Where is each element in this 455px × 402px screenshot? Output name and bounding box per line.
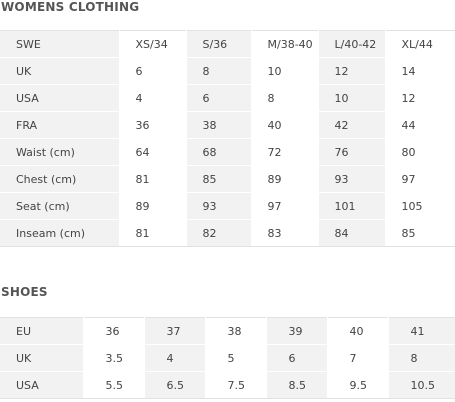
womens-size-cell: 101 <box>318 193 385 220</box>
womens-size-cell: 76 <box>318 139 385 166</box>
womens-size-cell: 72 <box>251 139 318 166</box>
womens-size-row: UK 6 8 10 12 14 <box>0 58 455 85</box>
womens-size-row-label: FRA <box>0 112 119 139</box>
womens-size-cell: 10 <box>251 58 318 85</box>
womens-size-row-label: Seat (cm) <box>0 193 119 220</box>
shoe-size-cell: 7 <box>327 345 388 372</box>
womens-size-cell: 40 <box>251 112 318 139</box>
womens-clothing-title: WOMENS CLOTHING <box>1 0 139 14</box>
womens-size-cell: 93 <box>186 193 251 220</box>
shoes-size-table: EU 36 37 38 39 40 41 UK 3.5 4 5 6 7 8 USA 5.5 6.5 7.5 8.5 9… <box>0 317 455 399</box>
womens-size-row: FRA 36 38 40 42 44 <box>0 112 455 139</box>
shoe-size-cell: 8 <box>388 345 455 372</box>
womens-size-cell: 6 <box>119 58 186 85</box>
shoe-size-row: UK 3.5 4 5 6 7 8 <box>0 345 455 372</box>
shoe-size-row: EU 36 37 38 39 40 41 <box>0 318 455 345</box>
womens-size-cell: 84 <box>318 220 385 247</box>
womens-size-cell: 12 <box>385 85 455 112</box>
womens-size-row: SWE XS/34 S/36 M/38-40 L/40-42 XL/44 <box>0 31 455 58</box>
womens-size-cell: 81 <box>119 166 186 193</box>
womens-size-cell: 36 <box>119 112 186 139</box>
shoe-size-cell: 6 <box>266 345 327 372</box>
womens-size-cell: S/36 <box>186 31 251 58</box>
womens-size-cell: 10 <box>318 85 385 112</box>
shoe-size-cell: 37 <box>144 318 205 345</box>
shoe-size-cell: 4 <box>144 345 205 372</box>
shoes-title: SHOES <box>1 285 48 299</box>
shoe-size-cell: 39 <box>266 318 327 345</box>
womens-clothing-size-table: SWE XS/34 S/36 M/38-40 L/40-42 XL/44 UK 6 8 10 12 1… <box>0 30 455 247</box>
womens-size-cell: 14 <box>385 58 455 85</box>
womens-size-cell: 8 <box>251 85 318 112</box>
womens-size-cell: 105 <box>385 193 455 220</box>
womens-size-cell: 80 <box>385 139 455 166</box>
shoe-size-row-label: EU <box>0 318 83 345</box>
womens-size-cell: 93 <box>318 166 385 193</box>
shoe-size-row-label: UK <box>0 345 83 372</box>
womens-size-cell: M/38-40 <box>251 31 318 58</box>
shoe-size-cell: 7.5 <box>205 372 266 399</box>
womens-size-row-label: USA <box>0 85 119 112</box>
womens-size-row-label: Inseam (cm) <box>0 220 119 247</box>
womens-size-row: USA 4 6 8 10 12 <box>0 85 455 112</box>
shoe-size-cell: 36 <box>83 318 144 345</box>
womens-size-cell: 85 <box>385 220 455 247</box>
shoe-size-cell: 5.5 <box>83 372 144 399</box>
shoe-size-cell: 9.5 <box>327 372 388 399</box>
womens-size-row: Inseam (cm) 81 82 83 84 85 <box>0 220 455 247</box>
womens-size-row: Seat (cm) 89 93 97 101 105 <box>0 193 455 220</box>
shoe-size-cell: 38 <box>205 318 266 345</box>
womens-size-cell: 97 <box>251 193 318 220</box>
womens-size-row-label: SWE <box>0 31 119 58</box>
womens-size-row-label: Waist (cm) <box>0 139 119 166</box>
womens-size-row: Waist (cm) 64 68 72 76 80 <box>0 139 455 166</box>
shoe-size-row: USA 5.5 6.5 7.5 8.5 9.5 10.5 <box>0 372 455 399</box>
shoe-size-cell: 5 <box>205 345 266 372</box>
womens-size-cell: 97 <box>385 166 455 193</box>
womens-size-cell: 38 <box>186 112 251 139</box>
womens-size-cell: 64 <box>119 139 186 166</box>
womens-size-cell: 8 <box>186 58 251 85</box>
womens-size-cell: 83 <box>251 220 318 247</box>
shoe-size-row-label: USA <box>0 372 83 399</box>
shoe-size-cell: 40 <box>327 318 388 345</box>
womens-size-cell: 85 <box>186 166 251 193</box>
womens-size-row: Chest (cm) 81 85 89 93 97 <box>0 166 455 193</box>
womens-size-cell: 89 <box>251 166 318 193</box>
womens-size-cell: 68 <box>186 139 251 166</box>
womens-size-cell: 12 <box>318 58 385 85</box>
womens-size-cell: 82 <box>186 220 251 247</box>
shoe-size-cell: 8.5 <box>266 372 327 399</box>
shoe-size-cell: 10.5 <box>388 372 455 399</box>
womens-size-cell: 4 <box>119 85 186 112</box>
womens-size-cell: 42 <box>318 112 385 139</box>
womens-size-cell: XL/44 <box>385 31 455 58</box>
womens-size-row-label: Chest (cm) <box>0 166 119 193</box>
womens-size-cell: 89 <box>119 193 186 220</box>
womens-size-row-label: UK <box>0 58 119 85</box>
womens-size-cell: 6 <box>186 85 251 112</box>
womens-size-cell: L/40-42 <box>318 31 385 58</box>
shoe-size-cell: 3.5 <box>83 345 144 372</box>
womens-size-cell: XS/34 <box>119 31 186 58</box>
shoe-size-cell: 41 <box>388 318 455 345</box>
shoe-size-cell: 6.5 <box>144 372 205 399</box>
womens-size-cell: 44 <box>385 112 455 139</box>
womens-size-cell: 81 <box>119 220 186 247</box>
